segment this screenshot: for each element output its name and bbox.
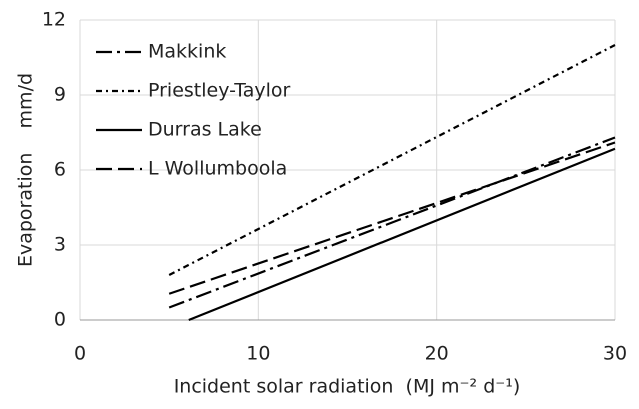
series-line [188,147,616,322]
series-line [168,141,616,295]
legend-label: Durras Lake [148,119,262,141]
legend-label: L Wollumboola [148,158,287,180]
x-tick-label: 10 [246,343,270,365]
x-tick-label: 30 [603,343,627,365]
y-tick-label: 3 [54,234,66,256]
series-line [168,136,616,309]
legend-label: Makkink [148,41,226,63]
y-tick-label: 12 [42,9,66,31]
y-tick-label: 6 [54,159,66,181]
y-tick-label: 9 [54,84,66,106]
x-axis-title: Incident solar radiation (MJ m⁻² d⁻¹) [174,376,521,398]
y-tick-label: 0 [54,309,66,331]
series-line [168,44,616,276]
legend-label: Priestley-Taylor [148,80,290,102]
x-tick-label: 0 [74,343,86,365]
x-tick-label: 20 [425,343,449,365]
y-axis-title: Evaporation mm/d [15,73,37,267]
